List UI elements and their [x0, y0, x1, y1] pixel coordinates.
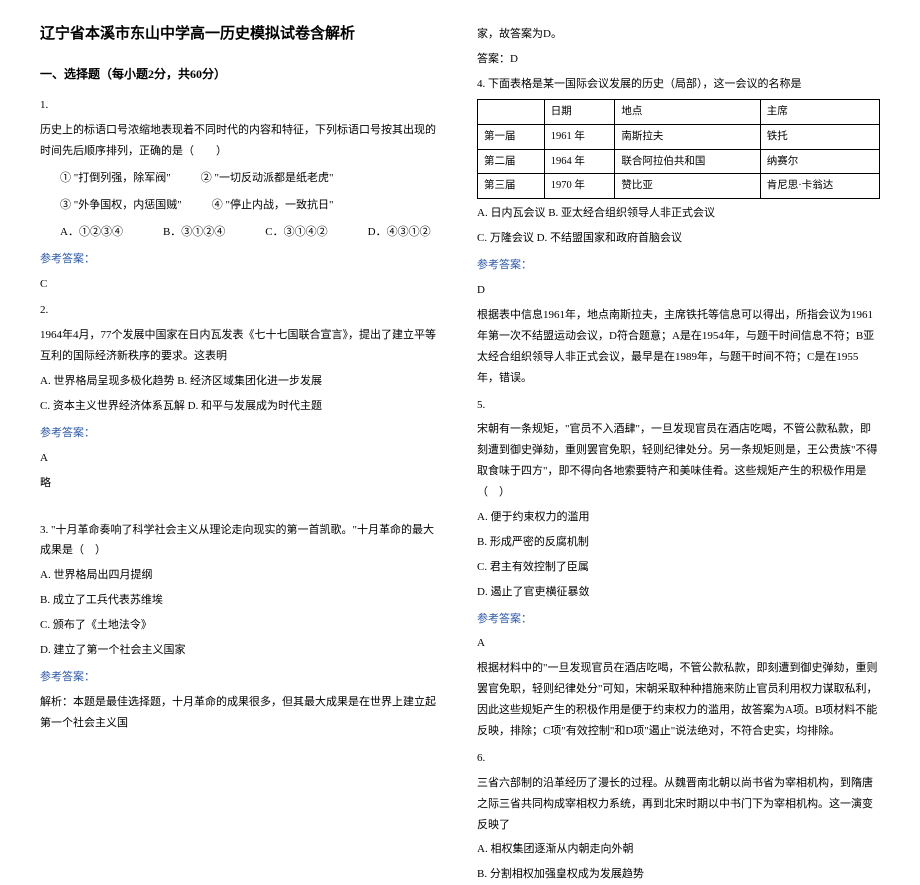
answer-label: 参考答案：	[40, 423, 443, 444]
table-row: 日期 地点 主席	[478, 99, 880, 124]
q1-choice-c: C．③①④②	[265, 222, 327, 243]
q4-line: 4. 下面表格是某一国际会议发展的历史（局部），这一会议的名称是	[477, 74, 880, 95]
q3-oD: D. 建立了第一个社会主义国家	[40, 640, 443, 661]
q1-item3: ③ "外争国权，内惩国贼"	[60, 195, 182, 216]
q2-oA: A. 世界格局呈现多极化趋势	[40, 375, 174, 387]
answer-label: 参考答案：	[40, 249, 443, 270]
q3-explain: 解析：本题是最佳选择题，十月革命的成果很多，但其最大成果是在世界上建立起第一个社…	[40, 692, 443, 734]
answer-label: 参考答案：	[477, 609, 880, 630]
q1-item4: ④ "停止内战，一致抗日"	[212, 195, 334, 216]
q3-oB: B. 成立了工兵代表苏维埃	[40, 590, 443, 611]
section-heading: 一、选择题（每小题2分，共60分）	[40, 63, 443, 86]
q2-oC: C. 资本主义世界经济体系瓦解	[40, 400, 185, 412]
q1-choices: A．①②③④ B．③①②④ C．③①④② D．④③①②	[60, 222, 443, 243]
q1-choice-a: A．①②③④	[60, 222, 123, 243]
answer-label: 参考答案：	[40, 667, 443, 688]
q2-stem: 1964年4月，77个发展中国家在日内瓦发表《七十七国联合宣言》，提出了建立平等…	[40, 325, 443, 367]
cell: 第三届	[478, 174, 545, 199]
q4-oC: C. 万隆会议	[477, 232, 534, 244]
exam-title: 辽宁省本溪市东山中学高一历史模拟试卷含解析	[40, 20, 443, 49]
q3-cont2: 答案：D	[477, 49, 880, 70]
q5-number: 5.	[477, 395, 880, 416]
q1-choice-d: D．④③①②	[368, 222, 431, 243]
cell: 主席	[760, 99, 879, 124]
cell: 地点	[615, 99, 760, 124]
q1-items-row1: ① "打倒列强，除军阀" ② "一切反动派都是纸老虎"	[60, 168, 443, 189]
q6-number: 6.	[477, 748, 880, 769]
q2-oB: B. 经济区域集团化进一步发展	[177, 375, 322, 387]
q2-answer: A	[40, 448, 443, 469]
answer-label: 参考答案：	[477, 255, 880, 276]
q3-cont1: 家，故答案为D。	[477, 24, 880, 45]
q5-answer: A	[477, 633, 880, 654]
table-row: 第一届 1961 年 南斯拉夫 铁托	[478, 124, 880, 149]
q6-oB: B. 分割相权加强皇权成为发展趋势	[477, 864, 880, 885]
q4-options-line2: C. 万隆会议 D. 不结盟国家和政府首脑会议	[477, 228, 880, 249]
right-column: 家，故答案为D。 答案：D 4. 下面表格是某一国际会议发展的历史（局部），这一…	[465, 20, 892, 631]
q5-oD: D. 遏止了官吏横征暴敛	[477, 582, 880, 603]
cell: 1964 年	[544, 149, 615, 174]
left-column: 辽宁省本溪市东山中学高一历史模拟试卷含解析 一、选择题（每小题2分，共60分） …	[28, 20, 455, 631]
cell: 联合阿拉伯共和国	[615, 149, 760, 174]
cell: 日期	[544, 99, 615, 124]
q3-stem: "十月革命奏响了科学社会主义从理论走向现实的第一首凯歌。"十月革命的最大成果是（…	[40, 524, 434, 557]
spacer	[40, 498, 443, 516]
q2-oD: D. 和平与发展成为时代主题	[188, 400, 322, 412]
q4-explain: 根据表中信息1961年，地点南斯拉夫，主席铁托等信息可以得出，所指会议为1961…	[477, 305, 880, 389]
q6-stem: 三省六部制的沿革经历了漫长的过程。从魏晋南北朝以尚书省为宰相机构，到隋唐之际三省…	[477, 773, 880, 836]
q1-answer: C	[40, 274, 443, 295]
q4-oD: D. 不结盟国家和政府首脑会议	[537, 232, 682, 244]
table-row: 第三届 1970 年 赞比亚 肯尼思·卡翁达	[478, 174, 880, 199]
q2-options-line2: C. 资本主义世界经济体系瓦解 D. 和平与发展成为时代主题	[40, 396, 443, 417]
q5-stem: 宋朝有一条规矩，"官员不入酒肆"，一旦发现官员在酒店吃喝，不管公款私款，即刻遭到…	[477, 419, 880, 503]
cell: 南斯拉夫	[615, 124, 760, 149]
q4-number: 4.	[477, 78, 485, 90]
q1-choice-b: B．③①②④	[163, 222, 225, 243]
cell: 1961 年	[544, 124, 615, 149]
cell: 肯尼思·卡翁达	[760, 174, 879, 199]
cell: 赞比亚	[615, 174, 760, 199]
cell: 第一届	[478, 124, 545, 149]
q2-number: 2.	[40, 300, 443, 321]
q4-table: 日期 地点 主席 第一届 1961 年 南斯拉夫 铁托 第二届 1964 年 联…	[477, 99, 880, 200]
q1-items-row2: ③ "外争国权，内惩国贼" ④ "停止内战，一致抗日"	[60, 195, 443, 216]
q5-oB: B. 形成严密的反腐机制	[477, 532, 880, 553]
q3-oC: C. 颁布了《土地法令》	[40, 615, 443, 636]
cell	[478, 99, 545, 124]
q5-oA: A. 便于约束权力的滥用	[477, 507, 880, 528]
q3-number: 3.	[40, 524, 48, 536]
q3-oA: A. 世界格局出四月提纲	[40, 565, 443, 586]
q1-stem: 历史上的标语口号浓缩地表现着不同时代的内容和特征，下列标语口号按其出现的时间先后…	[40, 120, 443, 162]
q2-note: 略	[40, 473, 443, 494]
q3-line: 3. "十月革命奏响了科学社会主义从理论走向现实的第一首凯歌。"十月革命的最大成…	[40, 520, 443, 562]
cell: 第二届	[478, 149, 545, 174]
q2-options-line1: A. 世界格局呈现多极化趋势 B. 经济区域集团化进一步发展	[40, 371, 443, 392]
table-row: 第二届 1964 年 联合阿拉伯共和国 纳赛尔	[478, 149, 880, 174]
q5-explain: 根据材料中的"一旦发现官员在酒店吃喝，不管公款私款，即刻遭到御史弹劾，重则罢官免…	[477, 658, 880, 742]
q4-options-line1: A. 日内瓦会议 B. 亚太经合组织领导人非正式会议	[477, 203, 880, 224]
q4-stem: 下面表格是某一国际会议发展的历史（局部），这一会议的名称是	[485, 78, 801, 90]
cell: 纳赛尔	[760, 149, 879, 174]
q4-oB: B. 亚太经合组织领导人非正式会议	[548, 207, 715, 219]
q5-oC: C. 君主有效控制了臣属	[477, 557, 880, 578]
q6-oA: A. 相权集团逐渐从内朝走向外朝	[477, 839, 880, 860]
cell: 1970 年	[544, 174, 615, 199]
cell: 铁托	[760, 124, 879, 149]
q1-item1: ① "打倒列强，除军阀"	[60, 168, 171, 189]
q4-answer: D	[477, 280, 880, 301]
q1-number: 1.	[40, 95, 443, 116]
q1-item2: ② "一切反动派都是纸老虎"	[201, 168, 334, 189]
q4-oA: A. 日内瓦会议	[477, 207, 545, 219]
